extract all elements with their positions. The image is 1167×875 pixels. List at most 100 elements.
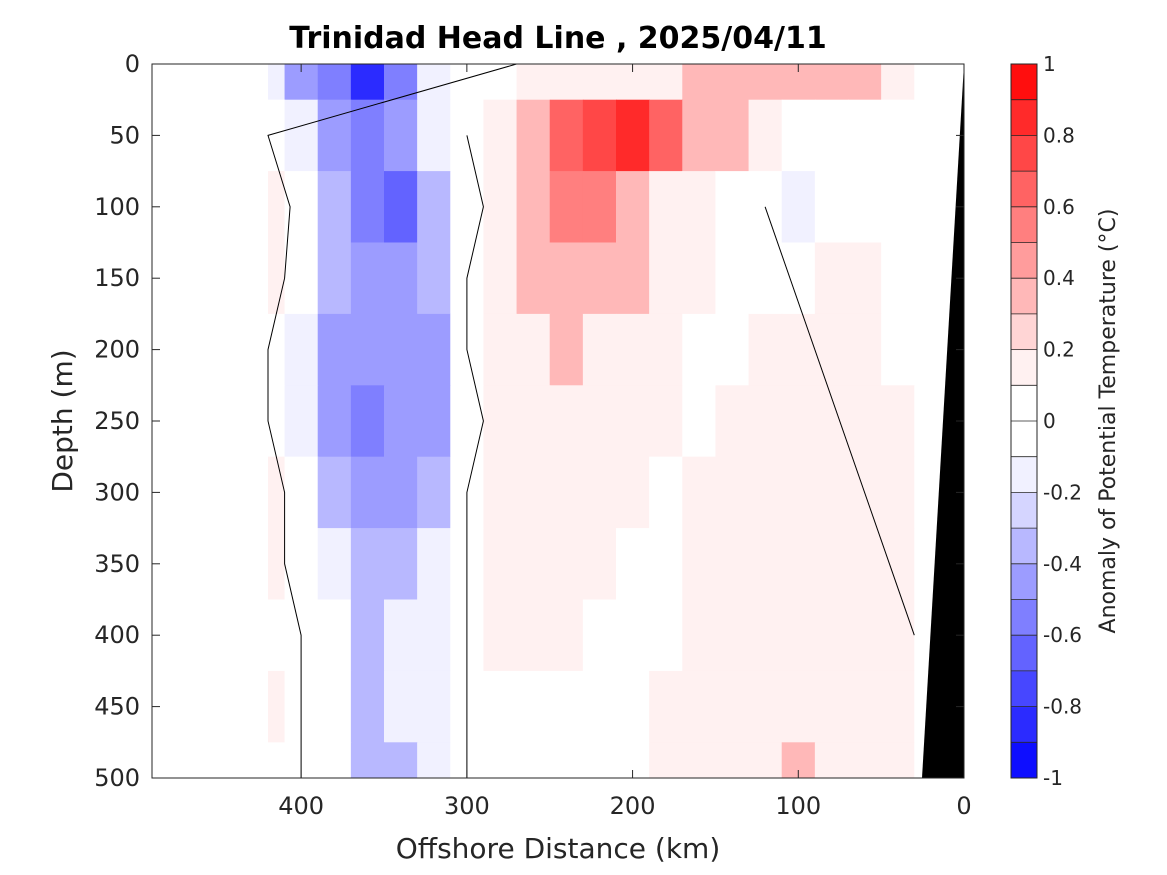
- heatmap-cell: [682, 742, 717, 778]
- seafloor-bathymetry: [922, 64, 964, 778]
- heatmap-cell: [748, 599, 783, 672]
- colorbar-swatch: [1011, 492, 1037, 529]
- heatmap-cell: [516, 171, 551, 244]
- heatmap-cell: [549, 64, 584, 101]
- heatmap-cell: [914, 99, 932, 172]
- heatmap-cell: [748, 64, 783, 101]
- colorbar-tick-label: 0.4: [1043, 266, 1075, 290]
- heatmap-cell: [881, 313, 915, 386]
- heatmap-cell: [350, 242, 385, 315]
- heatmap-cell: [582, 99, 617, 172]
- heatmap-cell: [350, 670, 385, 743]
- heatmap-cell: [317, 171, 352, 244]
- heatmap-cell: [682, 599, 717, 672]
- heatmap-cell: [516, 742, 551, 778]
- x-tick-label: 100: [775, 792, 821, 820]
- zero-contour-line: [764, 206, 915, 636]
- heatmap-cell: [317, 670, 352, 743]
- colorbar-tick-label: -0.8: [1043, 695, 1082, 719]
- heatmap-cell: [483, 171, 518, 244]
- heatmap-cell: [848, 528, 882, 601]
- heatmap-cell: [748, 670, 783, 743]
- heatmap-cell: [417, 599, 451, 672]
- heatmap-cell: [384, 670, 418, 743]
- heatmap-cell: [549, 242, 584, 315]
- heatmap-cell: [549, 313, 584, 386]
- heatmap-cell: [616, 242, 650, 315]
- heatmap-cell: [748, 528, 783, 601]
- heatmap-cell: [715, 599, 750, 672]
- colorbar-tick-label: 0.6: [1043, 195, 1075, 219]
- heatmap-cell: [384, 171, 418, 244]
- heatmap-cell: [549, 670, 584, 743]
- heatmap-cell: [914, 599, 932, 672]
- heatmap-cell: [516, 385, 551, 458]
- heatmap-cell: [881, 171, 915, 244]
- x-axis: 400 300 200 100 0: [278, 64, 972, 820]
- heatmap-cell: [582, 242, 617, 315]
- heatmap-cell: [914, 171, 932, 244]
- colorbar-swatch: [1011, 135, 1037, 172]
- heatmap-cell: [781, 528, 816, 601]
- heatmap-cell: [781, 313, 816, 386]
- heatmap-cell: [417, 528, 451, 601]
- heatmap-cell: [582, 64, 617, 101]
- heatmap-cell: [350, 742, 385, 778]
- heatmap-cell: [582, 456, 617, 529]
- heatmap-cell: [268, 171, 286, 244]
- heatmap-cell: [582, 171, 617, 244]
- heatmap-cell: [848, 742, 882, 778]
- heatmap-cell: [616, 313, 650, 386]
- heatmap-cell: [649, 385, 683, 458]
- heatmap-cell: [649, 171, 683, 244]
- heatmap-cell: [715, 313, 750, 386]
- heatmap-cell: [649, 99, 683, 172]
- heatmap-cell: [284, 242, 319, 315]
- heatmap-cell: [814, 64, 849, 101]
- colorbar-swatch: [1011, 171, 1037, 208]
- heatmap-cell: [317, 242, 352, 315]
- heatmap-cell: [682, 171, 717, 244]
- x-tick-label: 400: [278, 792, 324, 820]
- colorbar-swatch: [1011, 385, 1037, 422]
- heatmap-cell: [549, 385, 584, 458]
- y-tick-label: 0: [125, 50, 140, 78]
- chart-title: Trinidad Head Line , 2025/04/11: [289, 21, 826, 56]
- colorbar-swatch: [1011, 313, 1037, 351]
- heatmap-cell: [384, 742, 418, 778]
- heatmap-cell: [417, 64, 451, 101]
- heatmap-cell: [715, 99, 750, 172]
- heatmap-cell: [616, 528, 650, 601]
- colorbar-swatch: [1011, 670, 1037, 708]
- heatmap-cell: [748, 385, 783, 458]
- heatmap-cell: [417, 385, 451, 458]
- heatmap-cell: [483, 242, 518, 315]
- heatmap-cell: [715, 64, 750, 101]
- heatmap-cell: [715, 456, 750, 529]
- heatmap-cell: [268, 528, 286, 601]
- heatmap-cell: [516, 670, 551, 743]
- heatmap-cell: [268, 64, 286, 101]
- heatmap-cell: [268, 313, 286, 386]
- y-tick-label: 200: [94, 336, 140, 364]
- heatmap-cell: [516, 456, 551, 529]
- heatmap: [268, 64, 932, 778]
- heatmap-cell: [417, 242, 451, 315]
- heatmap-cell: [483, 528, 518, 601]
- heatmap-cell: [715, 242, 750, 315]
- heatmap-cell: [814, 670, 849, 743]
- heatmap-cell: [549, 171, 584, 244]
- heatmap-cell: [814, 599, 849, 672]
- colorbar-tick-label: 0.2: [1043, 338, 1075, 362]
- heatmap-cell: [914, 64, 932, 101]
- colorbar-swatch: [1011, 349, 1037, 386]
- heatmap-cell: [814, 313, 849, 386]
- heatmap-cell: [483, 385, 518, 458]
- heatmap-cell: [616, 99, 650, 172]
- heatmap-cell: [483, 64, 518, 101]
- heatmap-cell: [317, 456, 352, 529]
- heatmap-cell: [549, 742, 584, 778]
- y-tick-label: 400: [94, 621, 140, 649]
- heatmap-cell: [516, 599, 551, 672]
